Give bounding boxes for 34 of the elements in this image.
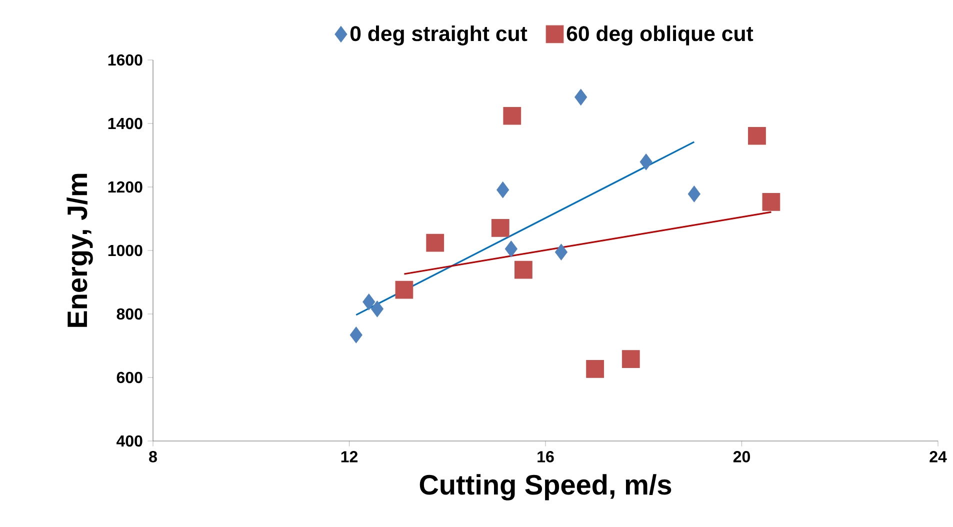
y-tick-label: 1400 [108, 118, 142, 130]
point [370, 300, 384, 318]
x-axis-title: Cutting Speed, m/s [420, 474, 672, 500]
point [350, 326, 362, 344]
point [748, 126, 766, 145]
legend-label: 60 deg oblique cut [566, 26, 754, 46]
point [496, 182, 510, 198]
y-tick-label: 1200 [108, 181, 142, 193]
point [504, 240, 518, 258]
point [622, 350, 640, 368]
point [395, 280, 414, 299]
y-tick-label: 800 [116, 308, 142, 320]
point [362, 294, 376, 310]
point [640, 154, 652, 170]
point [574, 88, 588, 106]
x-tick-label: 20 [733, 451, 750, 462]
legend-label: 0 deg straight cut [350, 26, 528, 46]
point [762, 192, 780, 211]
x-tick-label: 12 [341, 451, 358, 462]
point [688, 186, 700, 202]
y-tick-label: 600 [116, 372, 142, 384]
x-tick-label: 8 [149, 451, 157, 462]
point [514, 260, 532, 279]
y-tick-label: 1600 [108, 54, 142, 66]
point [426, 234, 444, 252]
point [554, 244, 568, 260]
y-axis-title: Energy, J/m [66, 174, 93, 327]
y-tick-label: 1000 [108, 244, 142, 256]
point [503, 106, 522, 125]
y-tick-label: 400 [116, 435, 142, 447]
x-tick-label: 24 [930, 451, 947, 462]
point [491, 219, 510, 237]
x-tick-label: 16 [538, 451, 554, 462]
point [586, 360, 604, 378]
